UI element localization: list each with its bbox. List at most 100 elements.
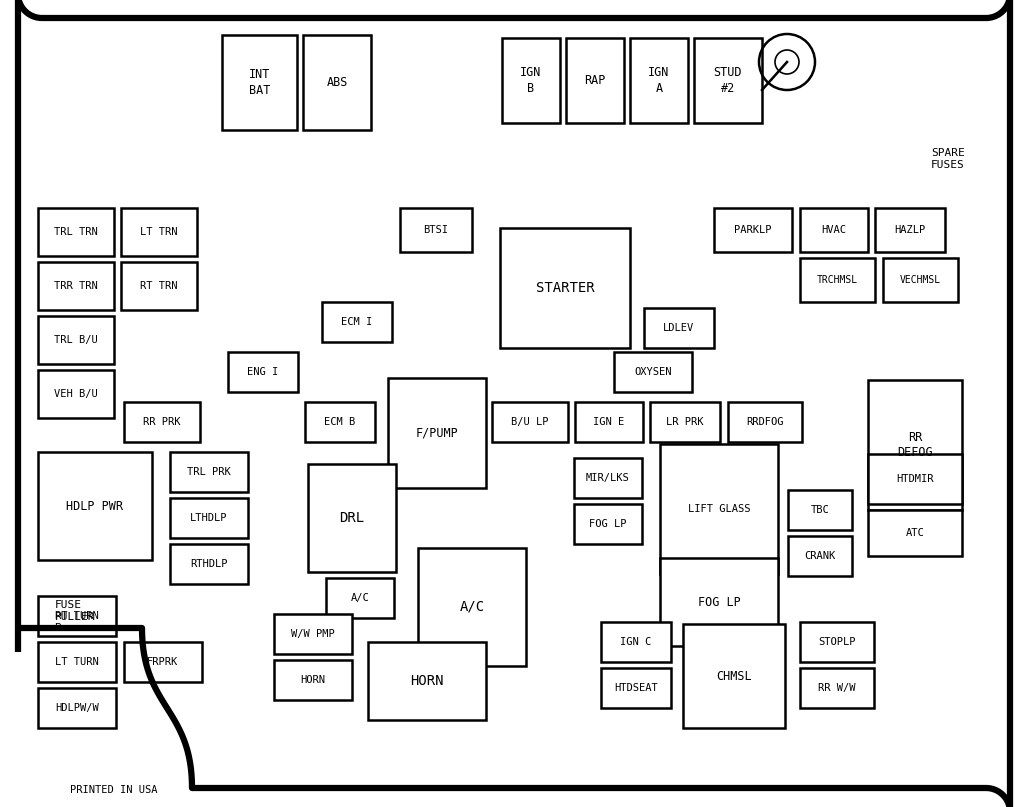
Bar [303, 35, 371, 130]
Text: IGN
B: IGN B [520, 66, 542, 94]
Bar [308, 464, 396, 572]
Bar [222, 35, 297, 130]
Text: ECM I: ECM I [342, 317, 373, 327]
Text: RTHDLP: RTHDLP [191, 559, 228, 569]
Bar [660, 444, 778, 574]
Bar [388, 378, 486, 488]
Bar [868, 454, 962, 504]
Text: FUSE
PULLER
B +: FUSE PULLER B + [55, 600, 95, 633]
Text: INT
BAT: INT BAT [249, 69, 270, 97]
Text: W/W PMP: W/W PMP [291, 629, 335, 639]
Text: IGN E: IGN E [594, 417, 625, 427]
Text: PRINTED IN USA: PRINTED IN USA [70, 785, 157, 795]
Bar [868, 510, 962, 556]
Bar [418, 548, 526, 666]
Bar [121, 262, 197, 310]
Text: TBC: TBC [810, 505, 830, 515]
Text: TRL TRN: TRL TRN [54, 227, 97, 237]
Bar [800, 258, 875, 302]
Text: OXYSEN: OXYSEN [634, 367, 671, 377]
Bar [574, 458, 642, 498]
Bar [601, 668, 671, 708]
Bar [124, 642, 202, 682]
Text: A/C: A/C [350, 593, 370, 603]
Bar [400, 208, 472, 252]
Text: LTHDLP: LTHDLP [191, 513, 228, 523]
Text: HORN: HORN [410, 674, 443, 688]
Text: ABS: ABS [326, 76, 348, 89]
Text: ATC: ATC [905, 528, 924, 538]
Text: VECHMSL: VECHMSL [900, 275, 941, 285]
Text: HORN: HORN [300, 675, 325, 685]
Text: CRANK: CRANK [804, 551, 836, 561]
Text: A/C: A/C [459, 600, 485, 614]
Bar [38, 370, 114, 418]
Bar [868, 380, 962, 510]
Bar [800, 668, 874, 708]
Text: STOPLP: STOPLP [818, 637, 856, 647]
Text: F/PUMP: F/PUMP [415, 427, 458, 440]
Text: SPARE
FUSES: SPARE FUSES [931, 148, 965, 169]
Text: RT TRN: RT TRN [140, 281, 178, 291]
Text: HDLPW/W: HDLPW/W [55, 703, 98, 713]
Text: RR W/W: RR W/W [818, 683, 856, 693]
Text: CHMSL: CHMSL [716, 670, 752, 683]
Bar [305, 402, 375, 442]
Text: LR PRK: LR PRK [666, 417, 703, 427]
Bar [728, 402, 802, 442]
Bar [644, 308, 714, 348]
Text: HDLP PWR: HDLP PWR [66, 500, 123, 512]
Bar [788, 536, 852, 576]
Text: RR PRK: RR PRK [143, 417, 180, 427]
Bar [121, 208, 197, 256]
Bar [630, 38, 688, 123]
Bar [492, 402, 568, 442]
Bar [694, 38, 762, 123]
Bar [614, 352, 692, 392]
Bar [875, 208, 945, 252]
Bar [800, 622, 874, 662]
Text: HTDSEAT: HTDSEAT [614, 683, 658, 693]
Text: B/U LP: B/U LP [511, 417, 549, 427]
Bar [660, 558, 778, 646]
Text: TRR TRN: TRR TRN [54, 281, 97, 291]
Text: BTSI: BTSI [424, 225, 449, 235]
Bar [500, 228, 630, 348]
Text: TRL B/U: TRL B/U [54, 335, 97, 345]
Text: LT TRN: LT TRN [140, 227, 178, 237]
Bar [38, 452, 152, 560]
Bar [368, 642, 486, 720]
Text: STUD
#2: STUD #2 [714, 66, 742, 94]
Text: IGN
A: IGN A [649, 66, 669, 94]
Bar [170, 498, 248, 538]
Bar [170, 452, 248, 492]
Text: MIR/LKS: MIR/LKS [586, 473, 630, 483]
Bar [575, 402, 643, 442]
Bar [38, 316, 114, 364]
Text: RAP: RAP [584, 74, 606, 87]
Text: RT TURN: RT TURN [55, 611, 98, 621]
Text: LDLEV: LDLEV [663, 323, 694, 333]
Text: FOG LP: FOG LP [697, 596, 741, 608]
Text: DRL: DRL [340, 511, 365, 525]
Text: STARTER: STARTER [536, 281, 595, 295]
Bar [566, 38, 624, 123]
Text: TRCHMSL: TRCHMSL [817, 275, 858, 285]
Bar [714, 208, 792, 252]
Text: RRDFOG: RRDFOG [746, 417, 784, 427]
Bar [38, 688, 116, 728]
Bar [124, 402, 200, 442]
Bar [38, 596, 116, 636]
Bar [788, 490, 852, 530]
Bar [326, 578, 394, 618]
Bar [683, 624, 785, 728]
Bar [800, 208, 868, 252]
Text: TRL PRK: TRL PRK [188, 467, 231, 477]
Bar [38, 262, 114, 310]
Bar [228, 352, 298, 392]
Text: ECM B: ECM B [324, 417, 355, 427]
Bar [502, 38, 560, 123]
Text: VEH B/U: VEH B/U [54, 389, 97, 399]
Bar [274, 614, 352, 654]
Text: HAZLP: HAZLP [894, 225, 925, 235]
